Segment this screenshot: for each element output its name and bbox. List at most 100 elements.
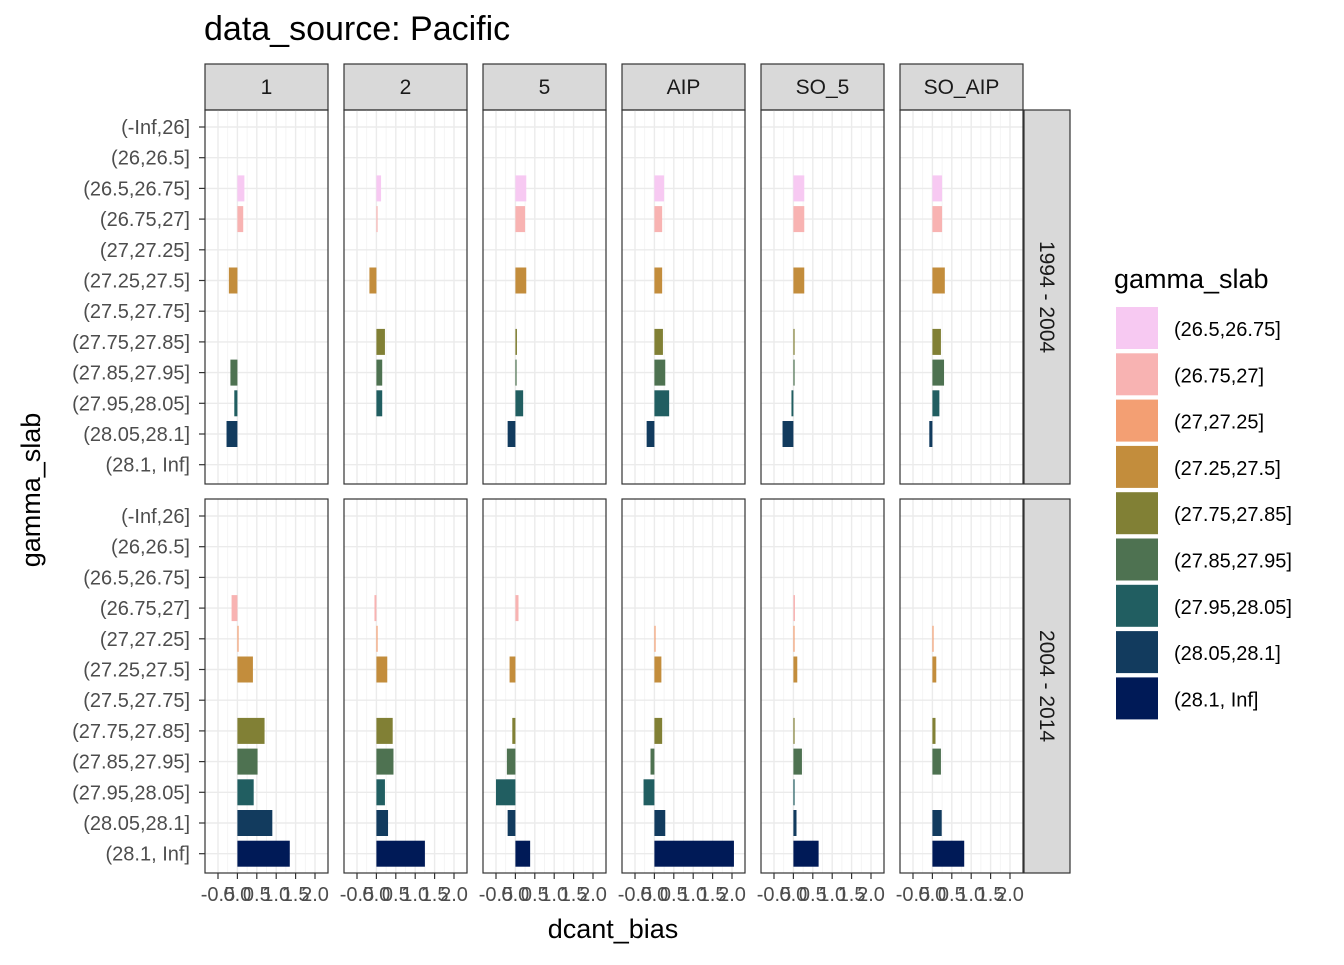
x-tick-label: -0.5 [201,884,235,906]
x-tick-label: 1.5 [560,884,588,906]
x-tick-label: 0.0 [640,884,668,906]
legend-label: (28.1, Inf] [1174,689,1259,711]
legend-key [1116,445,1158,488]
y-tick-label: (-Inf,26] [121,117,190,139]
x-tick-label: -0.5 [479,884,513,906]
bar [515,328,517,355]
bar [654,656,662,683]
y-tick-label: (27.85,27.95] [72,752,190,774]
y-tick-label: (27.85,27.95] [72,363,190,385]
panel-border [621,498,746,874]
bar [793,175,805,202]
x-tick-label: 2.0 [996,884,1024,906]
bar [782,421,794,447]
bar [932,206,943,233]
bar [369,267,377,294]
legend-label: (27.75,27.85] [1174,504,1292,526]
x-tick-label: -0.5 [757,884,791,906]
facet-strip-label: SO_5 [796,76,850,99]
x-tick-label: 0.0 [918,884,946,906]
bar [507,421,516,447]
panel-0-1 [343,109,468,485]
panel-0-3 [621,109,746,485]
x-tick-label: 1.0 [957,884,985,906]
x-tick-label: -0.5 [896,884,930,906]
bar [237,810,273,836]
y-tick-label: (27.25,27.5] [83,660,190,682]
y-tick-label: (28.05,28.1] [83,424,190,446]
y-tick-label: (28.05,28.1] [83,813,190,835]
y-tick-label: (27.5,27.75] [83,301,190,323]
y-tick-label: (27.95,28.05] [72,393,190,415]
panel-border [760,109,885,485]
bar [376,717,393,744]
bar [654,840,734,867]
bar [932,359,945,386]
facet-strip-SO_AIP [899,63,1024,111]
legend-title: gamma_slab [1114,264,1269,294]
x-tick-label: 0.0 [223,884,251,906]
bar [654,267,663,294]
y-tick-label: (26.5,26.75] [83,178,190,200]
y-tick-label: (26.5,26.75] [83,567,190,589]
bar [791,390,794,417]
bar [376,625,378,652]
panel-border [899,109,1024,485]
y-tick-label: (26.75,27] [100,209,190,231]
facet-strip-row-1 [1023,498,1071,874]
bar [646,421,655,447]
bar [932,748,941,775]
bar [793,328,795,355]
legend-label: (27.85,27.95] [1174,551,1292,573]
facet-strip-row-0 [1023,109,1071,485]
bar [515,267,527,294]
facet-strip-row-label: 1994 - 2004 [1035,241,1058,353]
bar [793,595,795,622]
bar [650,748,655,775]
facet-strip-label: AIP [667,76,701,99]
y-tick-label: (27.75,27.85] [72,332,190,354]
bar [932,840,965,867]
bar [929,421,933,447]
bar [237,625,239,652]
y-tick-label: (27.25,27.5] [83,271,190,293]
y-tick-label: (26,26.5] [111,537,190,559]
bar [793,625,795,652]
chart-title: data_source: Pacific [204,10,510,48]
bar [793,206,805,233]
bar [234,390,238,417]
plot-area: 1 2 5 AIP SO_5 SO_AIP 1994 - 2004 2004 - 2014 (-… [72,63,1071,906]
legend-key [1116,584,1158,627]
bar [515,595,519,622]
y-tick-label: (26,26.5] [111,148,190,170]
bar [237,175,245,202]
bar [376,390,383,417]
legend-key [1116,631,1158,674]
bar [793,748,802,775]
bar [376,175,382,202]
legend-key [1116,538,1158,581]
bar [237,717,265,744]
bar [512,717,516,744]
panel-1-4 [760,498,885,874]
x-tick-label: 0.5 [243,884,271,906]
x-tick-label: 2.0 [579,884,607,906]
x-tick-label: 0.5 [521,884,549,906]
bar [376,779,385,806]
x-tick-label: 0.5 [938,884,966,906]
bar [932,175,943,202]
x-tick-label: 1.5 [977,884,1005,906]
y-tick-label: (27.5,27.75] [83,690,190,712]
bar [374,595,377,622]
panel-0-5 [899,109,1024,485]
y-axis-title: gamma_slab [16,413,46,568]
bar [654,175,665,202]
panel-border [621,109,746,485]
panel-1-5 [899,498,1024,874]
x-tick-label: 0.0 [501,884,529,906]
legend-label: (27,27.25] [1174,412,1264,434]
bar [654,206,663,233]
bar [932,656,937,683]
x-tick-label: 1.0 [262,884,290,906]
